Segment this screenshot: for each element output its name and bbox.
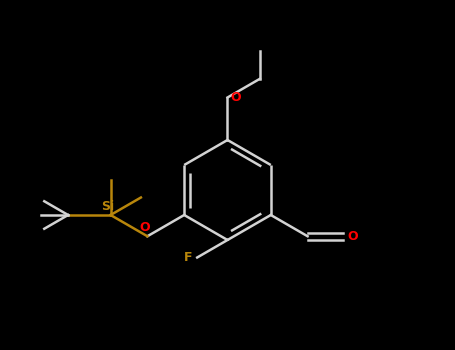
Text: Si: Si [101, 199, 115, 212]
Text: O: O [230, 91, 241, 104]
Text: O: O [140, 221, 150, 234]
Text: F: F [184, 251, 192, 264]
Text: O: O [348, 230, 358, 243]
